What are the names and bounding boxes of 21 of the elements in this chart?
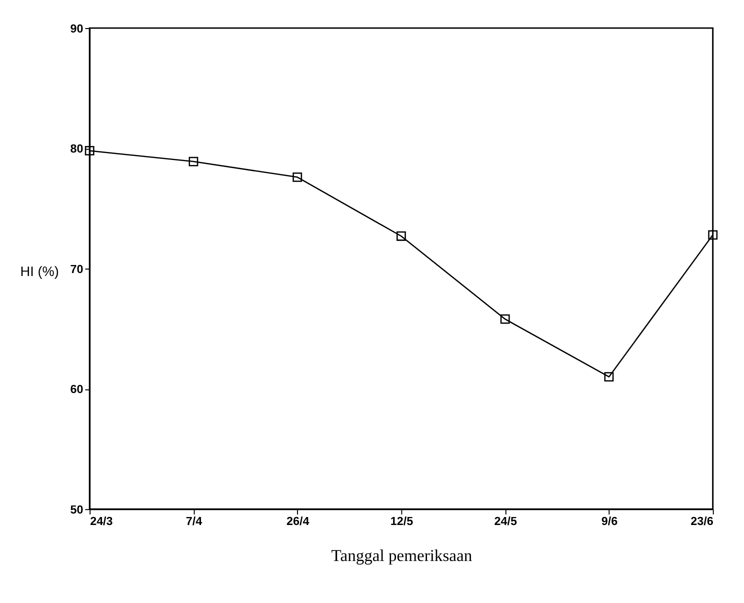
x-tick-label: 24/5 bbox=[494, 515, 518, 528]
x-tick-label: 9/6 bbox=[601, 515, 618, 528]
point bbox=[188, 156, 198, 166]
y-tick-label: 90 bbox=[70, 22, 84, 36]
point bbox=[604, 372, 614, 382]
point bbox=[292, 172, 302, 182]
x-tick-label: 7/4 bbox=[186, 515, 203, 528]
y-axis-title: HI (%) bbox=[20, 264, 59, 279]
x-axis-title: Tanggal pemeriksaan bbox=[331, 546, 473, 566]
point bbox=[396, 231, 406, 241]
x-tick-label: 23/6 bbox=[690, 515, 714, 528]
point bbox=[84, 146, 94, 156]
point bbox=[708, 230, 718, 240]
x-tick-label: 12/5 bbox=[390, 515, 414, 528]
x-tick-label: 26/4 bbox=[286, 515, 310, 528]
x-tick-label: 24/3 bbox=[90, 515, 114, 528]
y-tick-label: 80 bbox=[70, 142, 84, 156]
y-tick-label: 70 bbox=[70, 262, 84, 276]
point bbox=[500, 314, 510, 324]
y-tick-label: 50 bbox=[70, 504, 84, 517]
y-tick-label: 60 bbox=[70, 383, 84, 396]
